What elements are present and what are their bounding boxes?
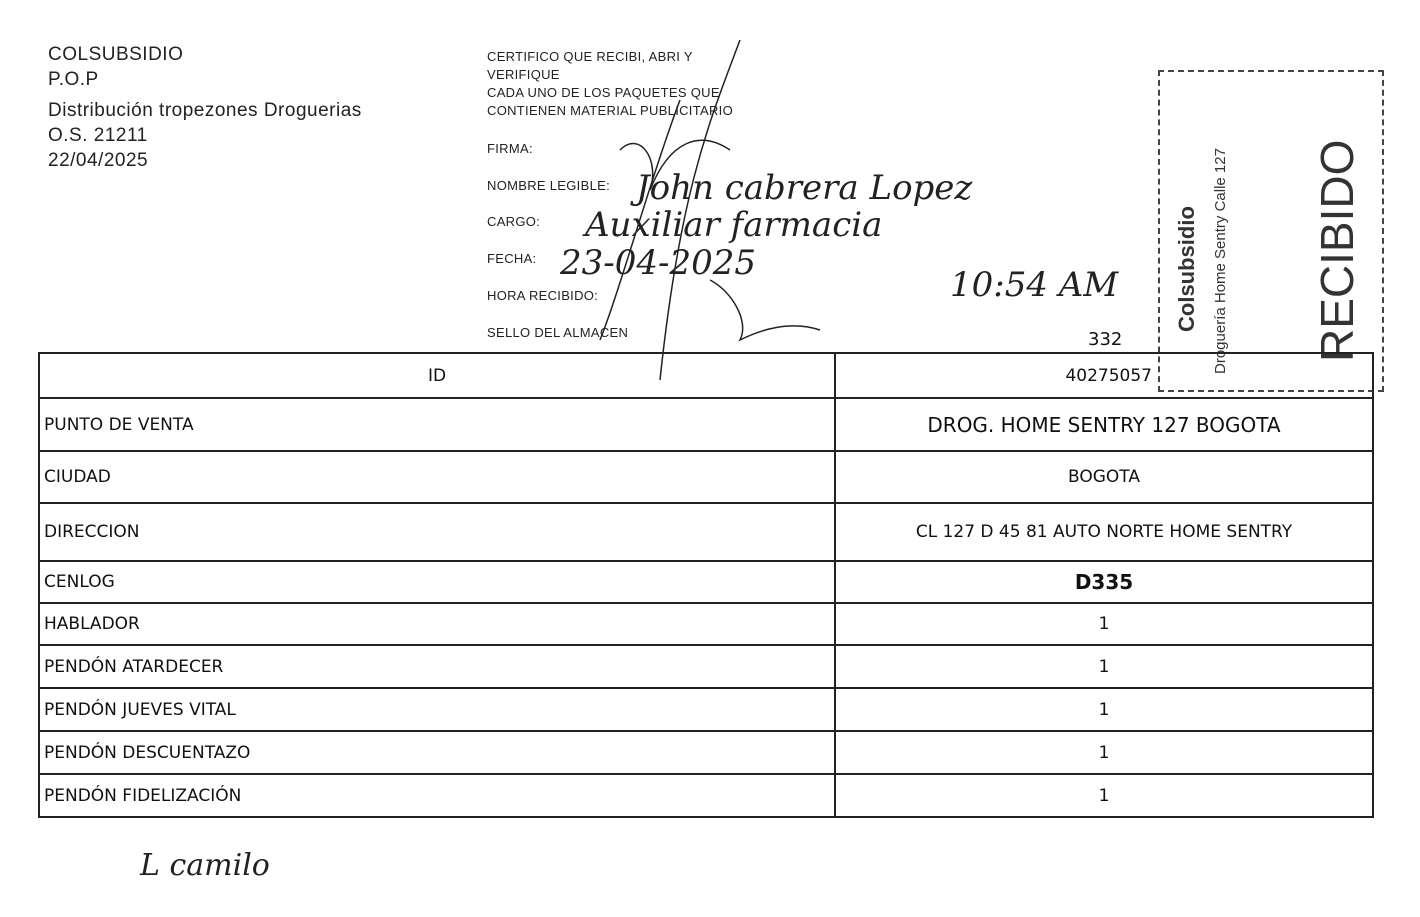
- row-value: 1: [834, 730, 1374, 775]
- hora-label: HORA RECIBIDO:: [487, 288, 599, 303]
- row-label: PENDÓN JUEVES VITAL: [38, 687, 836, 732]
- row-label: CIUDAD: [38, 450, 836, 504]
- sello-label: SELLO DEL ALMACEN: [487, 325, 629, 340]
- handwritten-note: L camilo: [140, 848, 270, 883]
- table-row: PENDÓN ATARDECER 1: [38, 644, 1374, 689]
- row-value: BOGOTA: [834, 450, 1374, 504]
- stamp-store: Droguería Home Sentry Calle 127: [1212, 148, 1229, 374]
- table-row: PENDÓN FIDELIZACIÓN 1: [38, 773, 1374, 818]
- table-row: ID 40275057: [38, 352, 1374, 399]
- row-value: 1: [834, 644, 1374, 689]
- row-value: 1: [834, 687, 1374, 732]
- row-value: CL 127 D 45 81 AUTO NORTE HOME SENTRY: [834, 502, 1374, 562]
- row-label: PUNTO DE VENTA: [38, 397, 836, 452]
- table-row: HABLADOR 1: [38, 602, 1374, 646]
- row-value: 40275057: [834, 352, 1374, 399]
- hora-value: 10:54 AM: [950, 265, 1119, 305]
- row-label: PENDÓN ATARDECER: [38, 644, 836, 689]
- signature-image: [599, 40, 821, 381]
- table-row: PENDÓN DESCUENTAZO 1: [38, 730, 1374, 775]
- table-row: CIUDAD BOGOTA: [38, 450, 1374, 504]
- fecha-value: 23-04-2025: [560, 243, 757, 283]
- row-label: HABLADOR: [38, 602, 836, 646]
- table-row: PENDÓN JUEVES VITAL 1: [38, 687, 1374, 732]
- cert-line: CERTIFICO QUE RECIBI, ABRI Y: [487, 49, 693, 64]
- row-label: DIRECCION: [38, 502, 836, 562]
- table-row: CENLOG D335: [38, 560, 1374, 604]
- warehouse-number: 332: [1088, 329, 1123, 350]
- order-number: O.S. 21211: [48, 125, 148, 146]
- cargo-label: CARGO:: [487, 214, 541, 229]
- cert-line: CONTIENEN MATERIAL PUBLICITARIO: [487, 103, 733, 118]
- nombre-value: John cabrera Lopez: [636, 168, 973, 208]
- fecha-label: FECHA:: [487, 251, 537, 266]
- document-header: COLSUBSIDIO P.O.P Distribución tropezone…: [48, 42, 362, 173]
- company-name: COLSUBSIDIO: [48, 44, 184, 65]
- row-value: DROG. HOME SENTRY 127 BOGOTA: [834, 397, 1374, 452]
- table-row: PUNTO DE VENTA DROG. HOME SENTRY 127 BOGO…: [38, 397, 1374, 452]
- cargo-value: Auxiliar farmacia: [585, 205, 883, 245]
- stamp-brand: Colsubsidio: [1174, 206, 1199, 332]
- received-stamp: Colsubsidio Droguería Home Sentry Calle …: [1158, 70, 1384, 392]
- cert-line: CADA UNO DE LOS PAQUETES QUE: [487, 85, 720, 100]
- row-label: PENDÓN DESCUENTAZO: [38, 730, 836, 775]
- delivery-table: ID 40275057 PUNTO DE VENTA DROG. HOME SENT…: [38, 352, 1374, 818]
- table-row: DIRECCION CL 127 D 45 81 AUTO NORTE HOME …: [38, 502, 1374, 562]
- distribution-title: Distribución tropezones Droguerias: [48, 100, 362, 121]
- row-label: ID: [38, 352, 836, 399]
- row-value: 1: [834, 602, 1374, 646]
- pop-label: P.O.P: [48, 69, 99, 90]
- row-label: PENDÓN FIDELIZACIÓN: [38, 773, 836, 818]
- row-value: 1: [834, 773, 1374, 818]
- nombre-label: NOMBRE LEGIBLE:: [487, 178, 610, 193]
- stamp-status: RECIBIDO: [1311, 139, 1363, 362]
- row-value: D335: [834, 560, 1374, 604]
- row-label: CENLOG: [38, 560, 836, 604]
- document-date: 22/04/2025: [48, 150, 149, 171]
- cert-line: VERIFIQUE: [487, 67, 560, 82]
- certification-text: CERTIFICO QUE RECIBI, ABRI Y VERIFIQUE C…: [487, 48, 733, 120]
- firma-label: FIRMA:: [487, 141, 533, 156]
